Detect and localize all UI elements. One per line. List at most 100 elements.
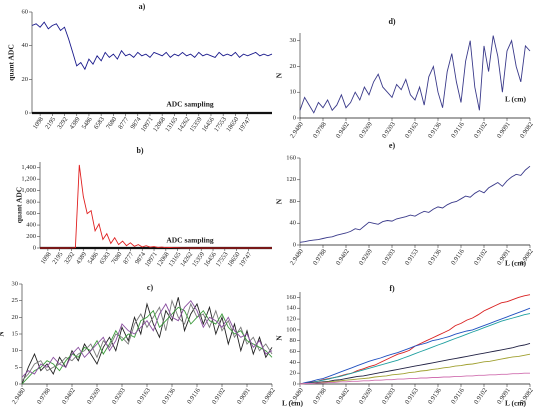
data-line — [31, 21, 273, 71]
x-tick-label: 0.9116 — [450, 386, 466, 405]
y-tick-label: 0 — [293, 380, 296, 387]
x-tick-label: 0.9203 — [381, 121, 397, 140]
x-tick-label: 0.9788 — [312, 248, 328, 267]
data-line — [21, 299, 273, 382]
x-tick-label: 0.9269 — [358, 121, 374, 140]
y-tick-label: 30 — [12, 280, 19, 287]
data-line — [299, 372, 530, 385]
x-tick-label: 2195 — [51, 251, 64, 266]
chart-title: d) — [388, 17, 395, 26]
y-tick-label: 140 — [286, 305, 296, 312]
x-axis-label: ADC sampling — [166, 100, 214, 109]
y-tick-label: 1,400 — [21, 164, 36, 171]
y-axis-label: quant ADC — [7, 44, 16, 80]
x-tick-label: 0.9102 — [473, 121, 489, 140]
y-tick-label: 1,000 — [21, 187, 36, 194]
x-tick-label: 0.9102 — [473, 387, 489, 406]
x-tick-label: 0.9203 — [111, 387, 127, 406]
data-line — [299, 165, 531, 243]
data-line — [299, 353, 531, 385]
x-tick-label: 0.9163 — [404, 387, 420, 406]
x-tick-label: 0.9091 — [236, 387, 252, 406]
x-tick-label: 3292 — [63, 251, 76, 266]
x-tick-label: 8777 — [117, 115, 131, 130]
x-tick-label: 7680 — [110, 251, 123, 266]
x-tick-label: 0.9082 — [261, 387, 277, 406]
x-tick-label: 0.9402 — [61, 387, 77, 406]
x-tick-label: 0.9153 — [404, 248, 420, 267]
y-tick-label: 40 — [22, 42, 29, 49]
chart-title: c) — [147, 283, 154, 292]
x-tick-label: 0.9788 — [312, 387, 328, 406]
y-tick-label: 600 — [26, 210, 36, 217]
y-tick-label: 40 — [290, 220, 297, 227]
x-tick-label: 0.9082 — [519, 248, 535, 267]
data-line — [21, 306, 273, 385]
x-tick-label: 0.9091 — [496, 121, 512, 140]
x-axis-label: L (cm) — [505, 399, 527, 408]
x-axis-label: ADC sampling — [166, 236, 214, 245]
x-tick-label: 0.9269 — [358, 248, 374, 267]
x-tick-label: 0.9163 — [136, 387, 152, 406]
y-tick-label: 0 — [33, 244, 36, 251]
x-tick-label: 2195 — [44, 116, 57, 131]
x-tick-label: 0.9116 — [450, 120, 466, 139]
x-tick-label: 7680 — [105, 116, 118, 131]
y-tick-label: 20 — [12, 314, 19, 321]
x-tick-label: 2.9480 — [11, 387, 27, 406]
data-line — [299, 342, 531, 385]
x-tick-label: 0.9269 — [86, 387, 102, 406]
x-tick-label: 6583 — [99, 251, 112, 266]
y-axis-label: N — [0, 331, 6, 337]
y-tick-label: 1,200 — [21, 176, 36, 183]
y-tick-label: 0 — [15, 380, 18, 387]
y-tick-label: 400 — [26, 222, 36, 229]
data-line — [21, 299, 273, 378]
x-tick-label: 0.9788 — [312, 121, 328, 140]
x-tick-label: 0.9269 — [358, 387, 374, 406]
y-tick-label: 160 — [286, 294, 296, 301]
x-tick-label: 0.9203 — [381, 248, 397, 267]
x-axis-label: L (cm) — [505, 259, 527, 268]
x-tick-label: 0.9402 — [335, 248, 351, 267]
x-tick-label: 5486 — [81, 115, 95, 130]
y-tick-label: 200 — [26, 233, 36, 240]
x-tick-label: 0.9082 — [519, 387, 535, 406]
data-line — [299, 294, 531, 385]
x-tick-label: 0.9102 — [473, 248, 489, 267]
data-line — [299, 35, 531, 114]
data-line — [40, 164, 272, 249]
x-tick-label: 0.9136 — [427, 120, 443, 139]
y-axis-label: N — [275, 335, 284, 341]
y-tick-label: 60 — [290, 348, 297, 355]
y-tick-label: 25 — [12, 297, 19, 304]
x-tick-label: 0.9136 — [161, 386, 177, 405]
x-tick-label: 0.9163 — [404, 121, 420, 140]
x-tick-label: 0.9116 — [186, 386, 202, 405]
data-line — [299, 313, 531, 385]
chart-title: b) — [136, 146, 143, 155]
x-tick-label: 0.9136 — [427, 247, 443, 266]
y-tick-label: 30 — [290, 37, 297, 44]
x-tick-label: 2.9480 — [289, 121, 305, 140]
x-tick-label: 19747 — [237, 115, 252, 133]
x-tick-label: 0.9402 — [335, 387, 351, 406]
x-tick-label: 19747 — [238, 250, 253, 268]
x-tick-label: 3292 — [56, 116, 69, 131]
y-tick-label: 0 — [25, 109, 28, 116]
x-axis-label: L (cm) — [282, 399, 304, 408]
chart-title: f) — [389, 284, 395, 293]
x-tick-label: 0.9082 — [519, 121, 535, 140]
y-tick-label: 60 — [22, 8, 29, 15]
x-tick-label: 0.9788 — [36, 387, 52, 406]
x-axis-label: L (cm) — [505, 95, 527, 104]
y-tick-label: 5 — [15, 364, 18, 371]
y-tick-label: 100 — [286, 326, 296, 333]
y-axis-label: quant ADC — [15, 187, 24, 223]
y-tick-label: 20 — [22, 76, 29, 83]
x-tick-label: 0.9136 — [427, 386, 443, 405]
y-axis-label: N — [275, 198, 284, 204]
x-tick-label: 1098 — [32, 116, 45, 131]
y-tick-label: 0 — [293, 241, 296, 248]
